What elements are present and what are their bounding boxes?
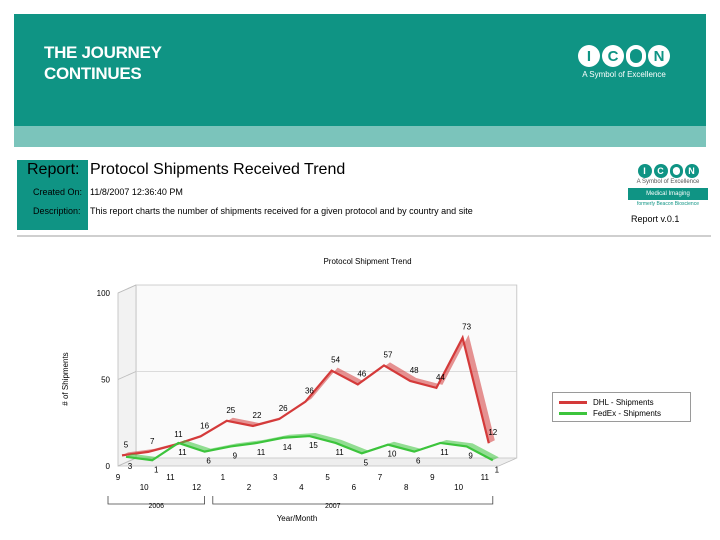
data-label: 10 xyxy=(388,450,397,459)
data-label: 11 xyxy=(335,448,344,457)
legend-swatch-dhl xyxy=(559,400,587,404)
data-label: 3 xyxy=(128,462,133,471)
gridline-depth xyxy=(117,284,137,294)
year-group-bracket xyxy=(212,496,494,505)
gridline-depth xyxy=(117,371,137,380)
logo-tagline: A Symbol of Excellence xyxy=(582,70,666,79)
chart-title: Protocol Shipment Trend xyxy=(323,257,412,266)
data-label: 9 xyxy=(468,451,473,460)
logo-letter: N xyxy=(648,45,670,67)
report-logo-subtitle: formerly Beacon Bioscience xyxy=(637,201,699,207)
legend-swatch-fedex xyxy=(559,411,587,415)
y-tick-label: 50 xyxy=(101,376,110,385)
data-label: 11 xyxy=(440,448,449,457)
x-tick-label: 11 xyxy=(481,473,490,482)
logo-letter: O xyxy=(669,164,683,178)
x-tick-label: 12 xyxy=(192,483,201,492)
gridline-depth xyxy=(117,457,137,467)
x-tick-label: 4 xyxy=(299,483,304,492)
data-label: 1 xyxy=(154,465,159,474)
legend-label-fedex: FedEx - Shipments xyxy=(593,408,662,418)
data-label: 57 xyxy=(384,350,393,359)
year-group-bracket xyxy=(107,496,206,505)
chart-legend: DHL - Shipments FedEx - Shipments xyxy=(552,392,691,422)
data-label: 54 xyxy=(331,356,340,365)
logo-letter: C xyxy=(653,164,668,178)
report-header-accent xyxy=(17,160,88,230)
data-label: 11 xyxy=(257,448,266,457)
data-label: 11 xyxy=(178,448,187,457)
x-tick-label: 1 xyxy=(221,473,226,482)
report-logo-band: Medical Imaging xyxy=(628,188,708,200)
data-label: 6 xyxy=(206,457,211,466)
data-label: 36 xyxy=(305,387,314,396)
x-tick-label: 8 xyxy=(404,483,409,492)
data-label: 46 xyxy=(357,369,366,378)
legend-label-dhl: DHL - Shipments xyxy=(593,397,654,407)
banner-title-line1: THE JOURNEY xyxy=(44,43,162,62)
report-logo: I C O N A Symbol of Excellence Medical I… xyxy=(628,164,708,207)
data-label: 73 xyxy=(462,323,471,332)
data-label: 22 xyxy=(253,411,262,420)
report-logo-tagline: A Symbol of Excellence xyxy=(636,179,700,185)
x-tick-label: 9 xyxy=(116,473,121,482)
logo-letter: C xyxy=(602,45,624,67)
x-tick-label: 7 xyxy=(378,473,383,482)
x-tick-label: 2 xyxy=(247,483,252,492)
y-tick-label: 0 xyxy=(106,462,111,471)
x-tick-label: 5 xyxy=(325,473,330,482)
x-tick-label: 3 xyxy=(273,473,278,482)
data-label: 14 xyxy=(283,443,292,452)
chart-floor xyxy=(117,457,517,467)
logo-letter: O xyxy=(626,45,646,67)
data-label: 48 xyxy=(410,366,419,375)
series-ribbon-fedex xyxy=(126,433,499,461)
x-axis-label: Year/Month xyxy=(276,514,318,523)
report-label: Report: xyxy=(27,161,80,178)
legend-item-dhl: DHL - Shipments xyxy=(559,397,654,407)
report-title: Protocol Shipments Received Trend xyxy=(90,161,346,178)
logo-letter: I xyxy=(637,164,652,178)
created-on-label: Created On: xyxy=(33,187,83,197)
banner-divider-strip xyxy=(14,126,706,147)
data-label: 9 xyxy=(233,451,238,460)
data-label: 26 xyxy=(279,404,288,413)
data-label: 16 xyxy=(200,421,209,430)
logo-letter: N xyxy=(684,164,699,178)
header-banner: THE JOURNEY CONTINUES I C O N A Symbol o… xyxy=(14,14,706,126)
data-label: 25 xyxy=(226,406,235,415)
data-label: 1 xyxy=(495,465,500,474)
description-label: Description: xyxy=(33,206,81,216)
x-tick-label: 9 xyxy=(430,473,435,482)
legend-item-fedex: FedEx - Shipments xyxy=(559,408,661,418)
x-tick-label: 11 xyxy=(166,473,175,482)
x-tick-label: 6 xyxy=(352,483,357,492)
data-label: 15 xyxy=(309,441,318,450)
x-tick-label: 10 xyxy=(140,483,149,492)
data-label: 12 xyxy=(488,428,497,437)
data-label: 5 xyxy=(124,440,129,449)
data-label: 7 xyxy=(150,437,155,446)
series-line-fedex xyxy=(125,434,494,462)
y-tick-label: 100 xyxy=(97,289,111,298)
data-label: 44 xyxy=(436,373,445,382)
report-version: Report v.0.1 xyxy=(631,214,680,224)
banner-title-line2: CONTINUES xyxy=(44,64,142,83)
data-label: 11 xyxy=(174,430,183,439)
x-tick-label: 10 xyxy=(454,483,463,492)
created-on-value: 11/8/2007 12:36:40 PM xyxy=(90,187,183,197)
year-group-label: 2007 xyxy=(325,503,341,510)
description-value: This report charts the number of shipmen… xyxy=(90,206,473,216)
banner-title: THE JOURNEY CONTINUES xyxy=(44,42,162,84)
report-header xyxy=(17,155,711,237)
data-label: 5 xyxy=(364,458,369,467)
year-group-label: 2006 xyxy=(149,503,165,510)
icon-logo: I C O N A Symbol of Excellence xyxy=(578,45,670,79)
data-label: 6 xyxy=(416,457,421,466)
logo-letter: I xyxy=(578,45,600,67)
